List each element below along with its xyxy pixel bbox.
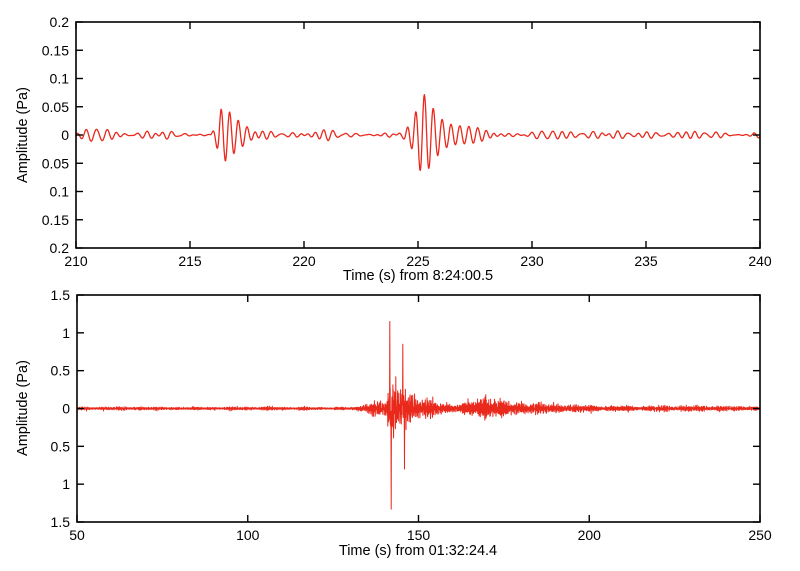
x-tick-label: 235 (634, 253, 658, 269)
waveform-line (76, 93, 760, 172)
x-tick-label: 215 (178, 253, 202, 269)
top-plot-yaxis-label: Amplitude (Pa) (15, 87, 31, 183)
y-tick-label: 0.1 (50, 184, 70, 200)
x-tick-label: 50 (69, 527, 85, 543)
waveform-line (77, 321, 760, 510)
y-tick-label: 0.2 (50, 240, 70, 256)
x-tick-label: 150 (407, 527, 431, 543)
y-tick-label: 0 (61, 127, 69, 143)
x-tick-label: 230 (520, 253, 544, 269)
y-tick-label: 0.05 (42, 99, 69, 115)
y-tick-label: 0.5 (51, 438, 71, 454)
y-tick-label: 0.15 (42, 212, 69, 228)
top-plot-xaxis-label: Time (s) from 8:24:00.5 (342, 268, 494, 284)
x-tick-label: 220 (292, 253, 316, 269)
x-tick-label: 200 (578, 527, 602, 543)
y-tick-label: 1.5 (51, 287, 71, 303)
x-tick-label: 210 (64, 253, 88, 269)
y-tick-label: 0.15 (42, 42, 69, 58)
x-tick-label: 250 (748, 527, 772, 543)
x-tick-label: 240 (748, 253, 772, 269)
bottom-plot-yaxis-label: Amplitude (Pa) (15, 360, 31, 456)
y-tick-label: 1.5 (51, 514, 71, 530)
y-tick-label: 0.2 (50, 14, 70, 30)
y-tick-label: 0.5 (51, 363, 71, 379)
y-tick-label: 1 (62, 325, 70, 341)
y-tick-label: 0.05 (42, 155, 69, 171)
y-tick-label: 0 (62, 401, 70, 417)
y-tick-label: 0.1 (50, 71, 70, 87)
x-tick-label: 100 (236, 527, 260, 543)
bottom-plot-xaxis-label: Time (s) from 01:32:24.4 (338, 543, 498, 559)
x-tick-label: 225 (406, 253, 430, 269)
y-tick-label: 1 (62, 476, 70, 492)
